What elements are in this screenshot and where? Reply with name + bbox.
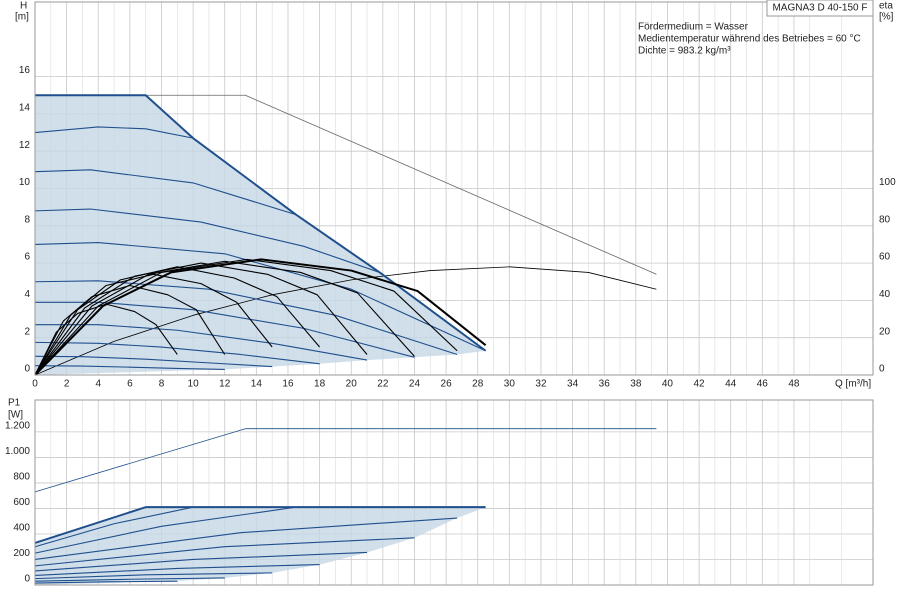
curve (34, 577, 225, 582)
x-tick-label: 48 (788, 379, 800, 390)
y-tick-label: 1.200 (5, 421, 30, 432)
y-axis-unit: [m] (15, 12, 29, 23)
y-tick-label: 16 (19, 65, 31, 76)
y2-tick-label: 60 (879, 252, 891, 263)
curve (34, 242, 486, 352)
y2-tick-label: 40 (879, 289, 891, 300)
x-tick-label: 8 (159, 379, 165, 390)
x-axis-label: Q [m³/h] (835, 379, 871, 390)
x-tick-label: 14 (251, 379, 263, 390)
y-tick-label: 2 (24, 326, 30, 337)
curve (34, 365, 225, 370)
efficiency-curve (34, 266, 321, 376)
x-tick-label: 38 (630, 379, 642, 390)
efficiency-curve (34, 273, 273, 376)
x-tick-label: 40 (662, 379, 674, 390)
y-tick-label: 8 (24, 214, 30, 225)
x-tick-label: 16 (282, 379, 294, 390)
y-tick-label: 4 (24, 289, 30, 300)
y-tick-label: 10 (19, 177, 31, 188)
annotation: Fördermedium = Wasser (638, 22, 749, 33)
curve (34, 126, 194, 139)
curve (34, 428, 657, 493)
y-axis-label: H (20, 1, 27, 12)
y2-axis-unit: [%] (879, 12, 894, 23)
y2-axis-label: eta (879, 1, 893, 12)
x-tick-label: 20 (346, 379, 358, 390)
y2-tick-label: 20 (879, 326, 891, 337)
x-tick-label: 12 (219, 379, 231, 390)
y-tick-label: 1.000 (5, 446, 30, 457)
curve (34, 280, 458, 356)
y2-tick-label: 0 (879, 364, 885, 375)
curve (34, 355, 273, 368)
plot-frame (34, 399, 874, 586)
curve (34, 341, 320, 365)
x-tick-label: 24 (409, 379, 421, 390)
curve (34, 506, 296, 554)
x-tick-label: 30 (504, 379, 516, 390)
curve (34, 208, 380, 273)
model-name: MAGNA3 D 40-150 F (772, 3, 867, 14)
curve (34, 506, 194, 548)
y-tick-label: 200 (13, 548, 30, 559)
operating-area (35, 95, 486, 375)
curve (34, 580, 178, 584)
plot-frame (34, 1, 874, 376)
y-tick-label: 0 (24, 364, 30, 375)
operating-area (35, 507, 486, 585)
x-tick-label: 42 (694, 379, 706, 390)
y-axis-label: P1 (8, 398, 21, 409)
x-tick-label: 36 (599, 379, 611, 390)
y2-tick-label: 80 (879, 214, 891, 225)
x-tick-label: 0 (32, 379, 38, 390)
x-tick-label: 18 (314, 379, 326, 390)
model-box (766, 0, 874, 17)
y-tick-label: 600 (13, 497, 30, 508)
curve (35, 301, 415, 358)
curve (34, 169, 297, 216)
x-tick-label: 22 (377, 379, 389, 390)
annotation: Medientemperatur während des Betriebes =… (638, 34, 861, 45)
efficiency-curve (34, 258, 487, 376)
curve (34, 551, 368, 572)
efficiency-curve (34, 266, 657, 376)
x-tick-label: 4 (95, 379, 101, 390)
x-tick-label: 2 (64, 379, 70, 390)
x-tick-label: 28 (472, 379, 484, 390)
y-tick-label: 14 (19, 103, 31, 114)
x-tick-label: 34 (567, 379, 579, 390)
efficiency-curve (34, 258, 458, 376)
x-tick-label: 10 (188, 379, 200, 390)
y-tick-label: 12 (19, 140, 31, 151)
y-tick-label: 800 (13, 472, 30, 483)
curve (34, 564, 320, 576)
x-tick-label: 44 (725, 379, 737, 390)
efficiency-curve (34, 260, 415, 376)
x-tick-label: 26 (441, 379, 453, 390)
y2-tick-label: 100 (879, 177, 896, 188)
efficiency-curve (34, 262, 368, 376)
curve (34, 506, 486, 544)
curve (34, 572, 273, 580)
curve (34, 517, 458, 561)
plot (34, 2, 873, 376)
x-tick-label: 32 (535, 379, 547, 390)
y-tick-label: 6 (24, 252, 30, 263)
x-tick-label: 6 (127, 379, 133, 390)
annotation: Dichte = 983.2 kg/m³ (638, 46, 731, 57)
plot (34, 400, 873, 586)
curve (34, 537, 415, 567)
x-tick-label: 46 (757, 379, 769, 390)
y-tick-label: 400 (13, 523, 30, 534)
y-tick-label: 0 (24, 574, 30, 585)
y-axis-unit: [W] (8, 410, 23, 421)
